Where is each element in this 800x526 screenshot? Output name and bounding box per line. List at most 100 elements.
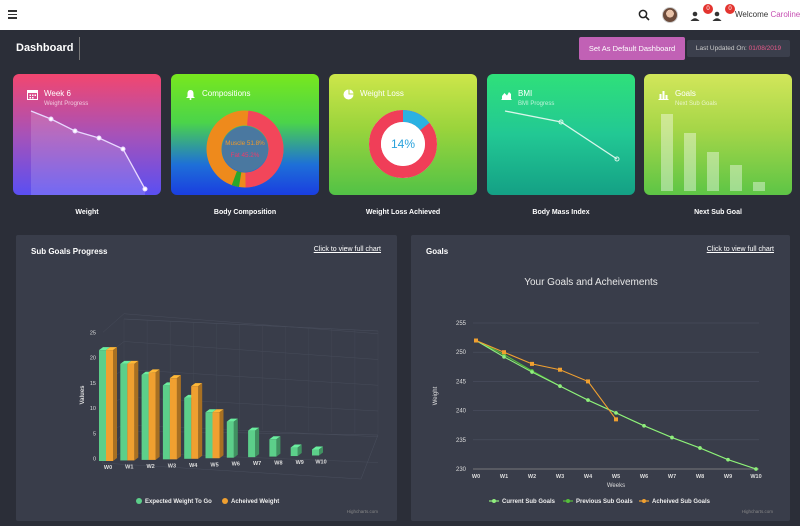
notification-badge: 0 (703, 4, 713, 14)
set-default-dashboard-button[interactable]: Set As Default Dashboard (579, 37, 685, 60)
body-composition-card[interactable]: Muscle 51.8% Fat 45.2% Compositions (171, 74, 319, 195)
current-sub-goals-point (670, 435, 674, 440)
achieved-bar-top (106, 347, 117, 351)
weight-loss-percent: 14% (391, 137, 415, 151)
card-title: Week 6 (44, 89, 71, 98)
expected-bar (248, 430, 256, 458)
weight-loss-card[interactable]: 14% Weight Loss (329, 74, 477, 195)
goal-bar (707, 152, 719, 191)
user-notification-icon[interactable] (690, 11, 700, 21)
bell-icon (186, 90, 195, 100)
card-title: Weight Loss (360, 89, 404, 98)
achieved-sub-goals-line (475, 340, 617, 420)
achieved-bar-side (198, 383, 203, 459)
grid-line (123, 318, 379, 332)
search-icon[interactable] (638, 9, 650, 21)
goals-line-chart: Your Goals and Acheivements 230 235 240 245 2… (433, 277, 774, 514)
expected-bar-side (297, 444, 302, 457)
goals-card[interactable]: Goals Next Sub Goals (644, 74, 792, 195)
achieved-bar-side (155, 369, 160, 460)
card-subtitle: BMI Progress (518, 101, 555, 107)
y-tick-label: 15 (90, 381, 96, 387)
achieved-bar-side (176, 375, 181, 460)
x-tick-label: W6 (640, 474, 648, 480)
achieved-bar-top (127, 360, 139, 364)
x-tick-label: W1 (500, 474, 508, 480)
weight-progress-chart (30, 110, 148, 195)
x-tick-label: W2 (146, 464, 154, 470)
bar-chart-icon (658, 91, 669, 100)
updated-label: Last Updated On: (695, 45, 747, 52)
panel-title: Goals (426, 247, 449, 256)
x-tick-label: W8 (274, 461, 282, 467)
x-tick-label: W7 (253, 461, 261, 467)
expected-bar-top (248, 427, 260, 431)
y-axis-title: Weight (433, 386, 439, 405)
expected-bar (99, 350, 106, 461)
page-title: Dashboard (16, 42, 74, 54)
achieved-sub-goals-point (502, 350, 506, 355)
achieved-bar-top (212, 409, 224, 413)
card-title: Goals (675, 89, 696, 98)
next-goals-bar-chart (661, 114, 765, 191)
view-full-chart-link[interactable]: Click to view full chart (706, 246, 774, 253)
weight-loss-donut-chart: 14% (369, 110, 437, 178)
grid-line (123, 341, 379, 360)
expected-bar (290, 447, 298, 457)
current-sub-goals-point (502, 355, 506, 359)
weight-card[interactable]: Week 6 Weight Progress (13, 74, 161, 195)
achieved-bar (169, 378, 177, 460)
achieved-sub-goals-point (558, 367, 562, 372)
chart-credit: Highcharts.com (742, 509, 774, 514)
y-tick-label: 255 (456, 321, 467, 327)
other-slice (206, 110, 284, 188)
user-name[interactable]: Caroline! (770, 10, 800, 19)
current-sub-goals-point (586, 398, 590, 402)
current-sub-goals-point (754, 467, 758, 471)
fat-slice (206, 110, 284, 188)
goals-panel: Your Goals and Acheivements 230 235 240 245 2… (411, 235, 790, 521)
x-tick-label: W10 (315, 460, 326, 466)
weight-point (48, 116, 54, 122)
legend-achieved-sub-goals-marker (642, 499, 646, 503)
achieved-sub-goals-point (586, 379, 590, 384)
x-tick-label: W6 (232, 462, 240, 468)
achieved-sub-goals-point (474, 338, 478, 343)
current-sub-goals-point (614, 411, 618, 415)
legend-achieved-marker (222, 498, 228, 504)
y-tick-label: 5 (93, 431, 96, 437)
x-tick-label: W7 (668, 474, 676, 480)
last-updated: Last Updated On: 01/08/2019 (687, 40, 790, 57)
current-sub-goals-point (558, 384, 562, 388)
sub-goals-progress-panel: 0 5 10 15 20 25 Values W10 W9 W8 W7 W6 W5 W4 W3 W2 W1 W0 E… (16, 235, 397, 521)
avatar[interactable] (662, 7, 678, 23)
x-tick-label: W4 (584, 474, 593, 480)
bmi-card[interactable]: BMI BMI Progress (487, 74, 635, 195)
legend-previous-sub-goals-marker (566, 499, 570, 503)
chart-credit: Highcharts.com (347, 509, 379, 514)
user-request-icon[interactable] (712, 11, 722, 21)
y-tick-label: 20 (90, 356, 96, 362)
x-tick-label: W5 (210, 462, 218, 468)
expected-bar (162, 385, 170, 460)
expected-bar-side (233, 418, 238, 458)
expected-bar-side (276, 436, 281, 457)
welcome-text: Welcome Caroline! (735, 10, 800, 19)
achieved-bar (106, 350, 113, 461)
y-tick-label: 230 (456, 467, 467, 473)
weight-point (120, 146, 126, 152)
x-tick-label: W0 (104, 465, 112, 471)
area-chart-icon (501, 92, 512, 100)
x-tick-label: W3 (168, 463, 176, 469)
panel-title: Sub Goals Progress (31, 247, 108, 256)
expected-bar-top (120, 360, 132, 364)
chart-title: Your Goals and Acheivements (524, 277, 658, 288)
welcome-prefix: Welcome (735, 10, 769, 19)
view-full-chart-link[interactable]: Click to view full chart (313, 246, 381, 253)
achieved-bar-side (219, 409, 224, 459)
goal-bar (661, 114, 673, 191)
legend-previous-sub-goals-label: Previous Sub Goals (576, 499, 633, 505)
hamburger-menu-icon[interactable] (8, 10, 17, 19)
fat-label: Fat 45.2% (231, 152, 260, 159)
x-tick-label: W5 (612, 474, 620, 480)
